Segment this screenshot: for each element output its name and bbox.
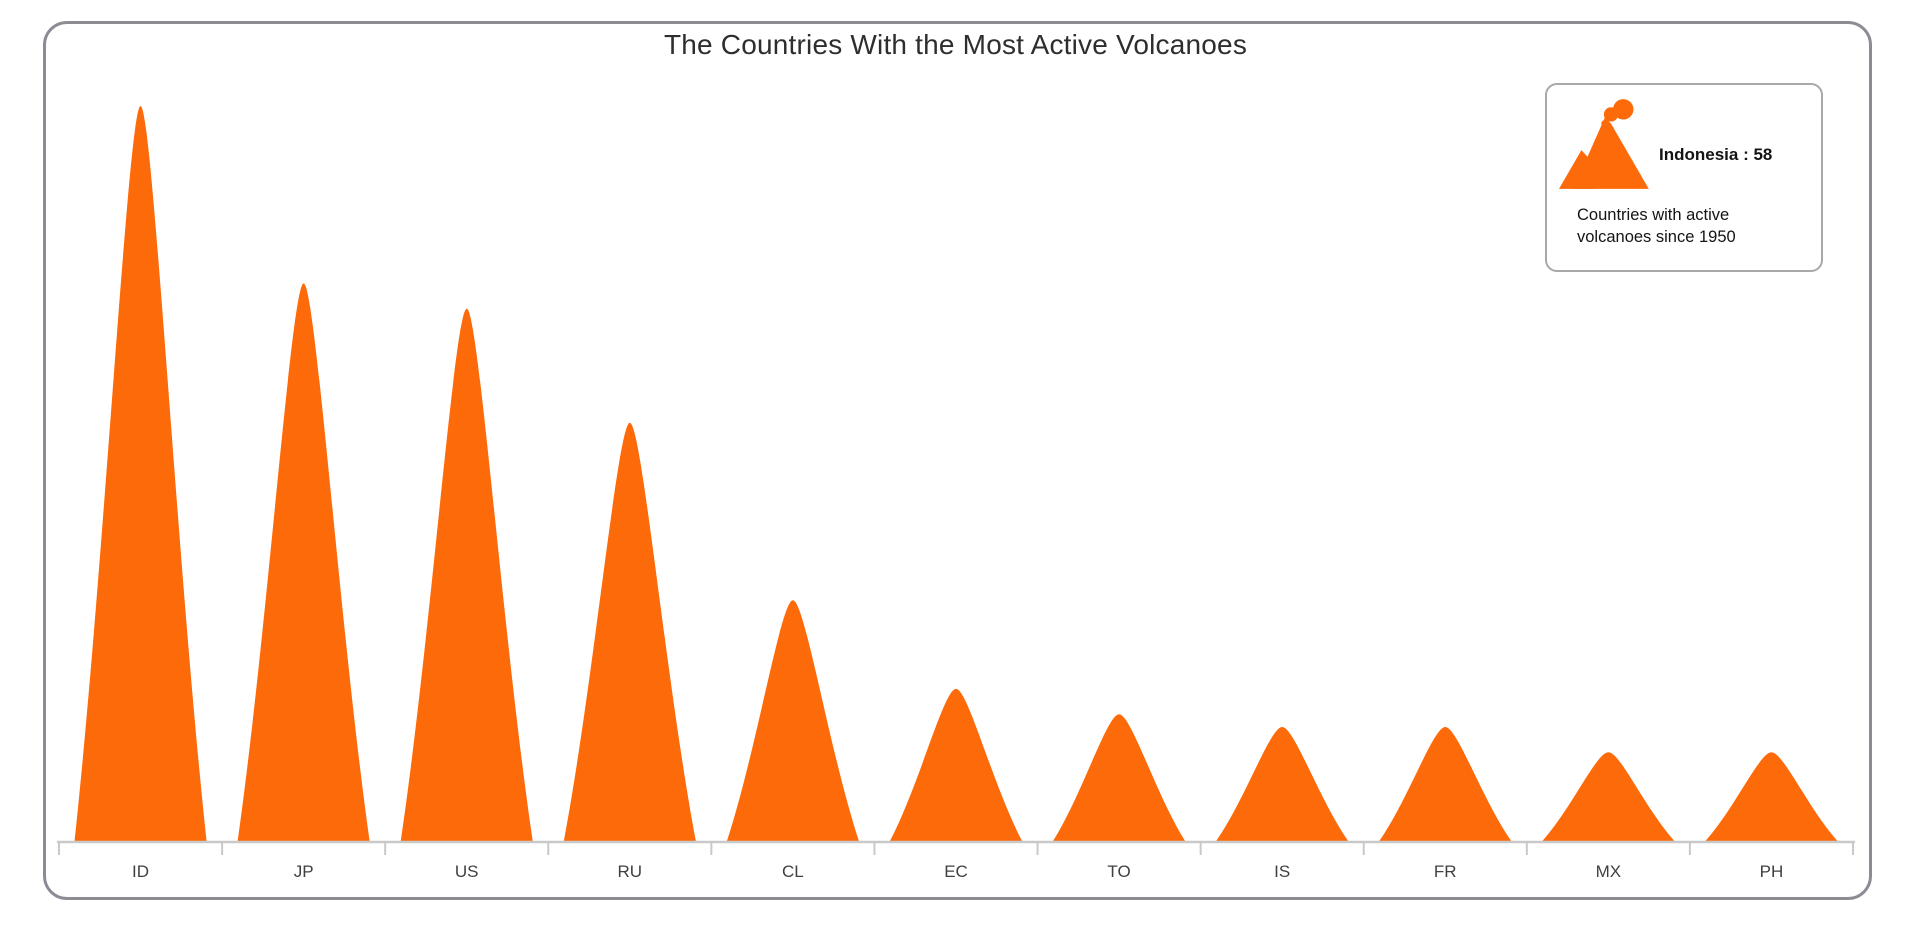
volcano-foothill-shape bbox=[1559, 150, 1600, 189]
x-axis-label-us: US bbox=[455, 862, 479, 881]
tooltip-value-label: Indonesia : 58 bbox=[1659, 145, 1773, 164]
x-axis-label-ph: PH bbox=[1760, 862, 1784, 881]
volcano-peak-fr[interactable] bbox=[1379, 726, 1512, 841]
chart-title: The Countries With the Most Active Volca… bbox=[663, 29, 1248, 60]
x-axis-label-cl: CL bbox=[782, 862, 804, 881]
x-axis-label-is: IS bbox=[1274, 862, 1290, 881]
x-axis-label-to: TO bbox=[1107, 862, 1130, 881]
volcano-peak-mx[interactable] bbox=[1542, 752, 1675, 841]
x-axis-label-mx: MX bbox=[1596, 862, 1622, 881]
volcano-icon bbox=[1559, 99, 1649, 189]
tooltip-box: Indonesia : 58 Countries with active vol… bbox=[1545, 83, 1823, 272]
volcano-peak-jp[interactable] bbox=[237, 283, 370, 841]
volcano-peak-id[interactable] bbox=[74, 106, 207, 841]
x-axis-label-ru: RU bbox=[618, 862, 643, 881]
volcano-peak-ph[interactable] bbox=[1705, 752, 1838, 841]
smoke-puff-large bbox=[1613, 99, 1634, 120]
x-axis-label-fr: FR bbox=[1434, 862, 1457, 881]
x-axis-label-jp: JP bbox=[294, 862, 314, 881]
volcano-peak-cl[interactable] bbox=[726, 600, 859, 841]
volcano-peak-ru[interactable] bbox=[563, 422, 696, 841]
volcano-peak-ec[interactable] bbox=[890, 688, 1022, 841]
x-axis-label-id: ID bbox=[132, 862, 149, 881]
x-axis-label-ec: EC bbox=[944, 862, 968, 881]
tooltip-series-note: Countries with active volcanoes since 19… bbox=[1577, 206, 1736, 246]
smoke-puff-medium bbox=[1603, 107, 1619, 122]
volcano-peak-to[interactable] bbox=[1053, 714, 1186, 841]
volcano-peak-us[interactable] bbox=[400, 308, 533, 841]
volcano-peak-is[interactable] bbox=[1216, 726, 1349, 841]
smoke-puff-small bbox=[1601, 120, 1609, 128]
